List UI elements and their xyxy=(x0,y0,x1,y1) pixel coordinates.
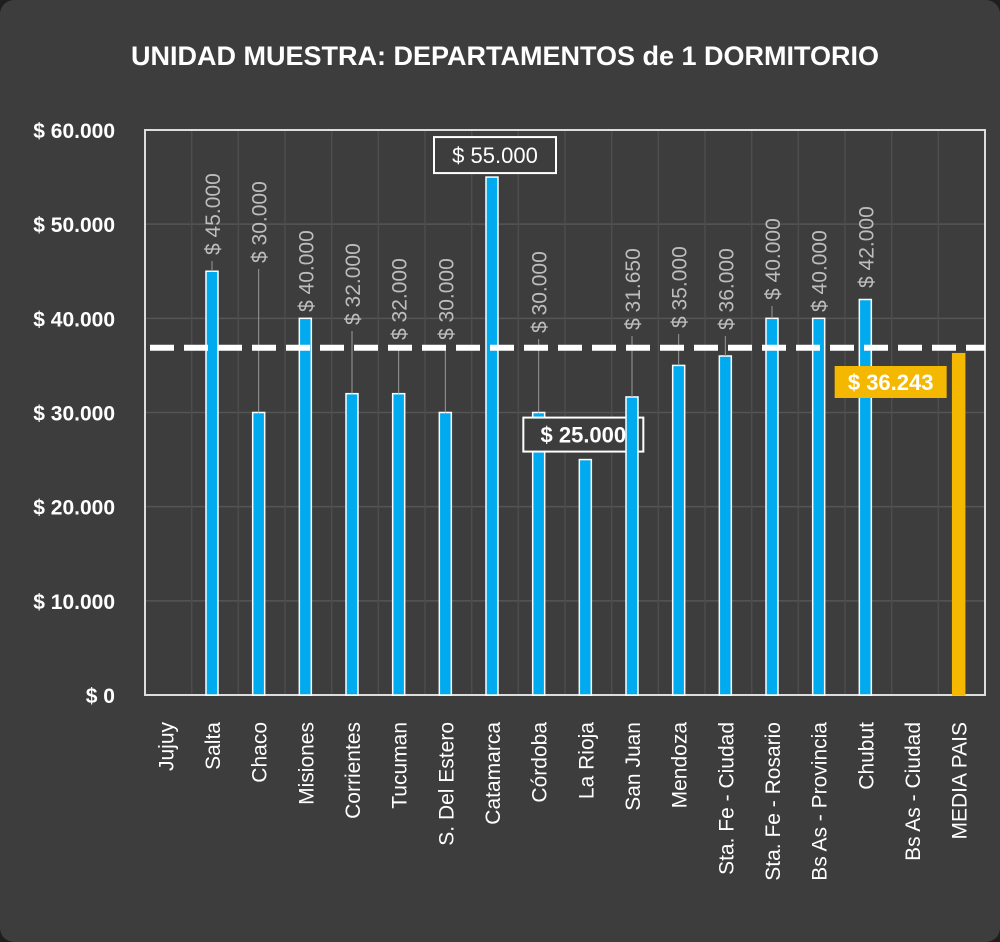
bar xyxy=(765,317,779,696)
data-label: $ 36.243 xyxy=(848,370,934,395)
data-label: $ 40.000 xyxy=(809,230,832,312)
bar xyxy=(625,396,639,696)
x-tick-label: Sta. Fe - Ciudad xyxy=(715,722,738,875)
data-label: $ 31.650 xyxy=(622,248,645,330)
x-tick-label: Misiones xyxy=(295,722,318,805)
data-label: $ 40.000 xyxy=(295,230,318,312)
max-label-box xyxy=(433,136,557,175)
data-label: $ 30.000 xyxy=(435,258,458,340)
x-tick-label: Sta. Fe - Rosario xyxy=(762,722,785,881)
data-label: $ 32.000 xyxy=(389,258,412,340)
bar xyxy=(391,392,406,696)
data-label: $ 45.000 xyxy=(202,173,225,255)
bar xyxy=(671,364,686,696)
x-tick-label: Bs As - Ciudad xyxy=(902,722,925,861)
data-label: $ 55.000 xyxy=(452,143,538,168)
y-tick-label: $ 30.000 xyxy=(33,403,115,426)
x-tick-label: S. Del Estero xyxy=(435,722,458,846)
x-tick-label: Salta xyxy=(202,722,225,770)
y-tick-label: $ 40.000 xyxy=(33,308,115,331)
chart-title: UNIDAD MUESTRA: DEPARTAMENTOS de 1 DORMI… xyxy=(131,41,879,71)
data-label: $ 32.000 xyxy=(342,243,365,325)
data-label: $ 42.000 xyxy=(855,206,878,288)
x-tick-label: Bs As - Provincia xyxy=(809,722,832,881)
mean-label-box xyxy=(834,366,947,398)
x-tick-label: Mendoza xyxy=(669,722,692,809)
data-label: $ 36.000 xyxy=(715,248,738,330)
x-tick-label: Chubut xyxy=(855,722,878,790)
y-tick-label: $ 0 xyxy=(86,685,115,708)
x-tick-label: Córdoba xyxy=(529,722,552,803)
data-label: $ 30.000 xyxy=(249,181,272,263)
data-label: $ 25.000 xyxy=(541,423,627,448)
bar xyxy=(578,458,593,696)
bar xyxy=(531,411,546,696)
data-label: $ 35.000 xyxy=(669,246,692,328)
bar xyxy=(951,352,966,696)
bar xyxy=(251,411,266,696)
bar xyxy=(858,298,873,696)
x-tick-label: San Juan xyxy=(622,722,645,811)
bar xyxy=(345,392,359,696)
y-tick-label: $ 10.000 xyxy=(33,591,115,614)
x-tick-label: Tucuman xyxy=(389,722,412,809)
y-tick-label: $ 20.000 xyxy=(33,497,115,520)
data-label: $ 30.000 xyxy=(529,251,552,333)
x-tick-label: Chaco xyxy=(249,722,272,783)
min-label-box xyxy=(522,416,645,453)
x-tick-label: MEDIA PAIS xyxy=(949,722,972,839)
bar xyxy=(718,355,733,696)
x-tick-label: Catamarca xyxy=(482,722,505,825)
data-label: $ 40.000 xyxy=(762,218,785,300)
x-tick-label: Corrientes xyxy=(342,722,365,819)
bar xyxy=(205,270,219,696)
y-tick-label: $ 50.000 xyxy=(33,214,115,237)
bar xyxy=(298,317,313,696)
x-tick-label: Jujuy xyxy=(155,722,178,772)
bar xyxy=(438,411,453,696)
bar xyxy=(811,317,826,696)
plot-area xyxy=(144,129,986,696)
y-tick-label: $ 60.000 xyxy=(33,120,115,143)
x-tick-label: La Rioja xyxy=(575,722,598,799)
bar xyxy=(485,176,499,696)
